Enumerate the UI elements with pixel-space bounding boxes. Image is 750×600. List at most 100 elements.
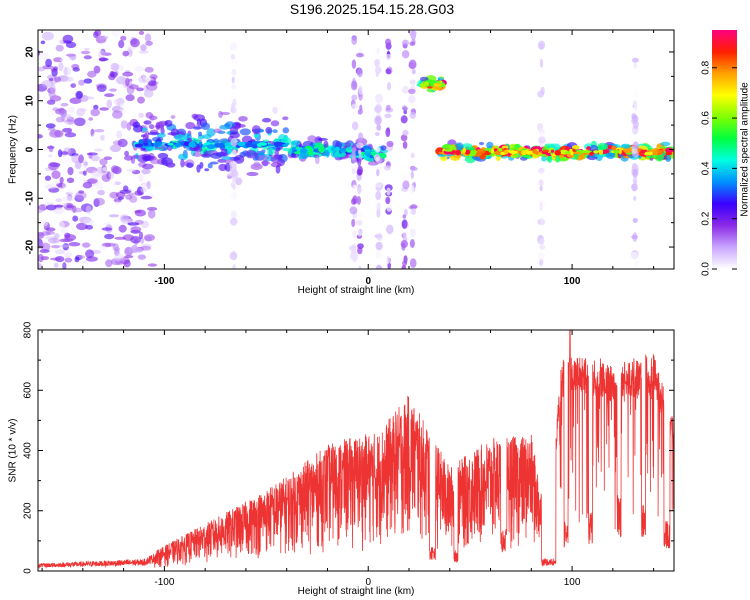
heatmap-blob xyxy=(147,209,156,219)
heatmap-blob xyxy=(68,242,81,247)
heatmap-segment xyxy=(287,135,356,165)
heatmap-streak xyxy=(231,149,237,158)
heatmap-streak xyxy=(230,96,238,101)
heatmap-blob xyxy=(275,147,281,152)
heatmap-blob xyxy=(109,88,117,92)
heatmap-blob xyxy=(265,126,273,134)
heatmap-core xyxy=(532,149,538,154)
heatmap-blob xyxy=(39,249,50,254)
heatmap-blob xyxy=(94,30,102,37)
heatmap-streak xyxy=(539,259,544,265)
heatmap-streak xyxy=(232,264,237,269)
heatmap-streak xyxy=(385,68,392,75)
heatmap-core xyxy=(476,149,486,152)
heatmap-blob xyxy=(38,253,44,263)
figure-title: S196.2025.154.15.28.G03 xyxy=(290,1,454,17)
heatmap-streak xyxy=(230,210,237,220)
heatmap-streak xyxy=(231,76,235,84)
heatmap-blob xyxy=(219,124,230,130)
heatmap-blob xyxy=(136,87,145,92)
heatmap-blob xyxy=(501,145,509,150)
heatmap-blob xyxy=(486,141,494,149)
heatmap-blob xyxy=(38,242,45,249)
heatmap-core xyxy=(207,144,216,150)
heatmap-streak xyxy=(230,137,238,147)
heatmap-streak xyxy=(631,183,638,192)
heatmap-core xyxy=(593,150,599,154)
heatmap-streak xyxy=(231,84,236,90)
heatmap-core xyxy=(188,141,196,148)
heatmap-streak xyxy=(352,162,358,170)
heatmap-core xyxy=(134,143,143,148)
heatmap-x-axis: -100 0 100 xyxy=(41,30,655,287)
heatmap-blob xyxy=(48,154,53,158)
heatmap-blob xyxy=(47,111,55,117)
heatmap-streak xyxy=(356,67,363,78)
heatmap-blob xyxy=(198,131,203,137)
heatmap-streak xyxy=(383,165,391,171)
colorbar-tick-label: 0.6 xyxy=(701,111,712,125)
heatmap-blob xyxy=(104,93,115,98)
heatmap-blob xyxy=(105,259,113,268)
heatmap-blob xyxy=(110,165,119,174)
heatmap-blob xyxy=(49,257,62,261)
heatmap-streak xyxy=(387,262,391,269)
heatmap-streak xyxy=(402,141,408,149)
heatmap-blob xyxy=(102,166,111,172)
heatmap-blob xyxy=(101,227,113,231)
colorbar-tick-label: 0.0 xyxy=(701,262,712,276)
heatmap-streak xyxy=(631,113,637,120)
heatmap-streak xyxy=(539,201,543,212)
heatmap-blob xyxy=(98,49,106,59)
heatmap-blob xyxy=(380,145,387,151)
heatmap-blob xyxy=(128,247,139,254)
heatmap-core xyxy=(603,149,610,154)
heatmap-streak xyxy=(402,260,408,266)
heatmap-core xyxy=(653,149,658,155)
heatmap-blob xyxy=(48,237,60,244)
heatmap-blob xyxy=(324,149,330,157)
heatmap-blob xyxy=(58,62,64,71)
heatmap-blob xyxy=(192,152,202,157)
heatmap-blob xyxy=(72,215,79,222)
heatmap-blob xyxy=(71,207,83,213)
heatmap-core xyxy=(292,149,297,152)
heatmap-blob xyxy=(85,224,94,230)
heatmap-streak xyxy=(384,113,392,119)
heatmap-blob xyxy=(59,244,70,248)
heatmap-streak xyxy=(410,152,415,159)
heatmap-core xyxy=(644,151,654,156)
heatmap-streak xyxy=(375,252,382,259)
heatmap-streak xyxy=(229,42,238,51)
heatmap-blob xyxy=(41,80,54,88)
heatmap-blob xyxy=(51,170,61,179)
heatmap-segment xyxy=(416,75,447,93)
heatmap-blob xyxy=(48,145,54,153)
heatmap-blob xyxy=(120,35,127,41)
heatmap-blob xyxy=(146,180,151,190)
heatmap-streak xyxy=(539,185,543,192)
heatmap-streak xyxy=(350,80,358,91)
heatmap-streak xyxy=(631,234,638,240)
heatmap-blob xyxy=(167,162,175,167)
heatmap-streak xyxy=(631,148,638,155)
heatmap-streak xyxy=(387,82,391,91)
heatmap-blob xyxy=(38,92,41,100)
heatmap-blob xyxy=(89,136,97,143)
heatmap-streak xyxy=(408,30,417,37)
heatmap-blob xyxy=(45,227,56,232)
heatmap-streak xyxy=(358,211,362,221)
heatmap-blob xyxy=(99,158,108,166)
heatmap-streak xyxy=(376,124,382,131)
heatmap-blob xyxy=(44,184,57,189)
heatmap-blob xyxy=(114,181,121,186)
heatmap-blob xyxy=(138,231,144,240)
heatmap-streak xyxy=(634,259,639,268)
heatmap-streak xyxy=(400,240,408,248)
heatmap-core xyxy=(521,150,528,156)
heatmap-core xyxy=(198,141,202,147)
heatmap-blob xyxy=(82,181,93,189)
heatmap-streak xyxy=(349,245,357,251)
heatmap-blob xyxy=(133,154,139,159)
heatmap-blob xyxy=(67,127,73,134)
